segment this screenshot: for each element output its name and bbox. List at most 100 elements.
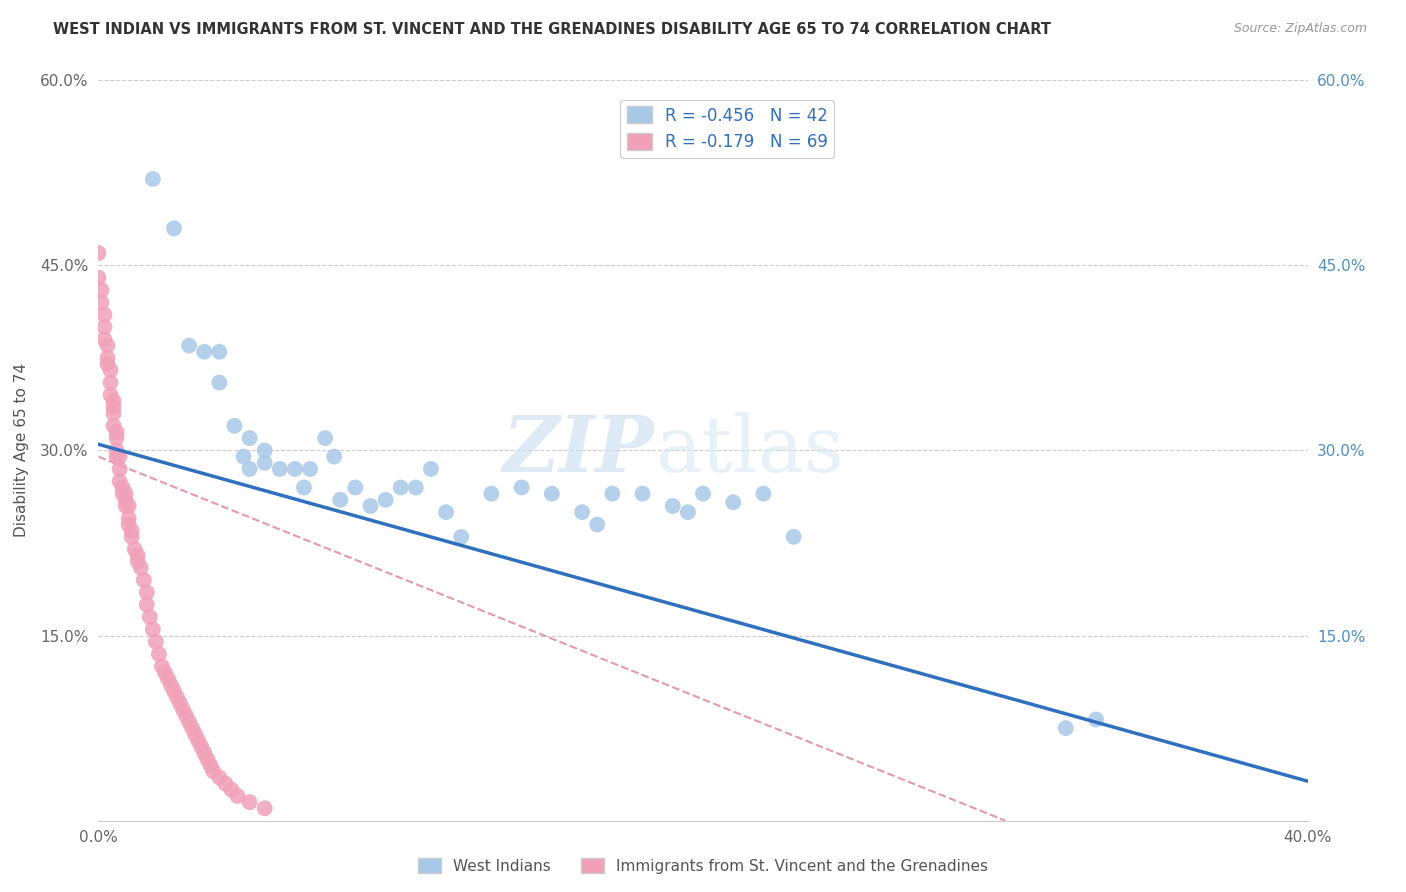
Point [253, 443, 276, 458]
Point [114, 486, 136, 500]
Point [139, 610, 162, 624]
Point [87, 270, 110, 285]
Point [374, 492, 396, 507]
Point [292, 480, 315, 494]
Point [153, 665, 176, 680]
Point [1085, 713, 1108, 727]
Point [187, 733, 209, 747]
Text: WEST INDIAN VS IMMIGRANTS FROM ST. VINCENT AND THE GRENADINES DISABILITY AGE 65 : WEST INDIAN VS IMMIGRANTS FROM ST. VINCE… [53, 22, 1052, 37]
Point [114, 492, 136, 507]
Point [156, 672, 179, 686]
Point [299, 462, 322, 476]
Point [145, 634, 167, 648]
Point [114, 499, 136, 513]
Point [202, 764, 225, 779]
Point [208, 376, 231, 390]
Point [631, 486, 654, 500]
Point [163, 684, 186, 698]
Point [124, 542, 146, 557]
Point [179, 338, 201, 352]
Point [108, 475, 131, 489]
Point [190, 739, 212, 754]
Point [184, 727, 207, 741]
Point [108, 450, 131, 464]
Point [661, 499, 683, 513]
Point [481, 486, 503, 500]
Point [118, 511, 141, 525]
Point [239, 795, 262, 809]
Point [232, 450, 254, 464]
Point [108, 462, 131, 476]
Legend: West Indians, Immigrants from St. Vincent and the Grenadines: West Indians, Immigrants from St. Vincen… [412, 852, 994, 880]
Point [103, 418, 125, 433]
Point [193, 746, 215, 760]
Point [344, 480, 367, 494]
Point [602, 486, 624, 500]
Point [450, 530, 472, 544]
Point [405, 480, 427, 494]
Text: Source: ZipAtlas.com: Source: ZipAtlas.com [1233, 22, 1367, 36]
Point [129, 560, 152, 574]
Point [103, 394, 125, 409]
Point [314, 431, 336, 445]
Point [208, 344, 231, 359]
Point [150, 659, 173, 673]
Point [87, 246, 110, 260]
Point [121, 524, 143, 538]
Point [239, 462, 262, 476]
Point [586, 517, 609, 532]
Point [100, 388, 122, 402]
Point [200, 758, 222, 772]
Point [420, 462, 443, 476]
Point [571, 505, 593, 519]
Point [96, 338, 118, 352]
Point [723, 495, 745, 509]
Point [208, 771, 231, 785]
Point [389, 480, 412, 494]
Point [181, 721, 204, 735]
Point [783, 530, 806, 544]
Point [148, 647, 170, 661]
Point [434, 505, 457, 519]
Point [100, 363, 122, 377]
Legend: R = -0.456   N = 42, R = -0.179   N = 69: R = -0.456 N = 42, R = -0.179 N = 69 [620, 100, 834, 158]
Point [269, 462, 291, 476]
Point [105, 450, 128, 464]
Point [1054, 721, 1077, 735]
Point [174, 708, 197, 723]
Point [195, 752, 218, 766]
Point [96, 357, 118, 371]
Point [118, 517, 141, 532]
Y-axis label: Disability Age 65 to 74: Disability Age 65 to 74 [14, 363, 30, 538]
Point [224, 418, 246, 433]
Point [284, 462, 307, 476]
Point [172, 703, 194, 717]
Point [135, 598, 157, 612]
Point [692, 486, 714, 500]
Point [163, 221, 186, 235]
Point [90, 283, 112, 297]
Point [111, 486, 134, 500]
Point [253, 456, 276, 470]
Text: ZIP: ZIP [503, 412, 655, 489]
Point [135, 585, 157, 599]
Point [105, 443, 128, 458]
Point [96, 351, 118, 365]
Point [142, 172, 165, 186]
Point [111, 480, 134, 494]
Point [214, 776, 236, 791]
Point [193, 344, 215, 359]
Point [329, 492, 352, 507]
Point [105, 425, 128, 439]
Point [221, 782, 243, 797]
Point [103, 401, 125, 415]
Point [166, 690, 188, 705]
Point [360, 499, 382, 513]
Point [93, 320, 115, 334]
Point [93, 308, 115, 322]
Point [540, 486, 562, 500]
Point [90, 295, 112, 310]
Point [142, 623, 165, 637]
Point [253, 801, 276, 815]
Point [510, 480, 533, 494]
